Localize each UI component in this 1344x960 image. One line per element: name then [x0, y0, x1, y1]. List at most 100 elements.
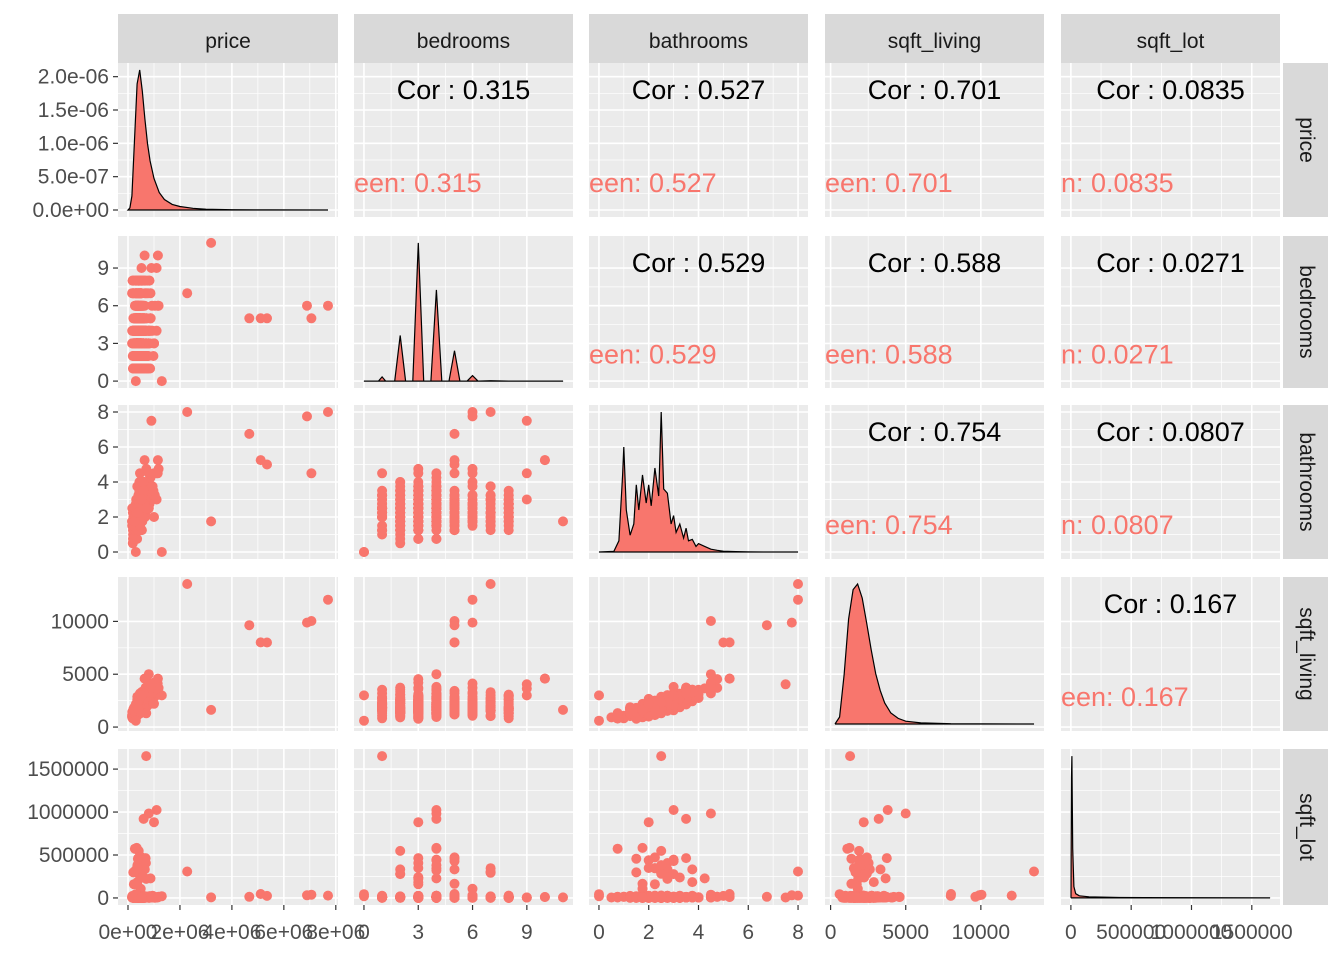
scatter-point: [521, 415, 532, 426]
scatter-point: [467, 411, 478, 422]
scatter-point: [149, 512, 159, 522]
scatter-point: [503, 512, 514, 522]
panel-bedrooms-bedrooms: [354, 236, 573, 388]
scatter-point: [467, 594, 478, 605]
scatter-point: [206, 516, 217, 527]
scatter-point: [146, 892, 157, 903]
scatter-point: [539, 892, 550, 902]
scatter-point: [449, 468, 460, 479]
panel-bathrooms-bathrooms: [589, 405, 808, 559]
scatter-point: [377, 525, 388, 536]
scatter-point: [139, 455, 150, 466]
scatter-point: [143, 669, 154, 680]
panel-sqft_lot-bathrooms: [589, 749, 808, 905]
scatter-point: [643, 698, 654, 709]
panel-sqft_living-price: [118, 577, 338, 731]
correlation-label: Cor : 0.0271: [1096, 248, 1245, 278]
scatter-point: [141, 708, 152, 719]
scatter-point: [152, 250, 163, 261]
panel-content: [363, 242, 564, 382]
strip-bathrooms: [589, 14, 808, 63]
strip-sqft_lot: [1061, 14, 1280, 63]
strip-bedrooms: [354, 14, 573, 63]
panel-bg: [354, 577, 573, 731]
scatter-point: [377, 693, 388, 704]
scatter-point: [521, 892, 532, 903]
panel-content: [594, 751, 803, 903]
scatter-point: [139, 275, 150, 286]
scatter-point: [431, 468, 442, 479]
scatter-point: [359, 690, 369, 701]
scatter-point: [149, 817, 159, 828]
scatter-point: [467, 498, 478, 509]
scatter-point: [129, 516, 140, 527]
panel-sqft_living-sqft_living: [825, 577, 1044, 731]
scatter-point: [449, 891, 460, 902]
scatter-point: [131, 842, 142, 853]
scatter-point: [139, 250, 150, 261]
scatter-point: [413, 872, 424, 883]
scatter-point: [138, 813, 149, 824]
scatter-point: [395, 868, 406, 879]
scatter-point: [255, 313, 266, 324]
row-strip-label-bathrooms: bathrooms: [1295, 432, 1318, 531]
scatter-point: [156, 547, 167, 557]
scatter-point: [133, 313, 144, 324]
scatter-point: [244, 313, 255, 324]
scatter-point: [182, 866, 193, 877]
panel-bg: [118, 236, 338, 388]
scatter-point: [156, 376, 167, 387]
scatter-point: [149, 338, 159, 349]
scatter-point: [485, 579, 496, 589]
panel-sqft_living-bedrooms: [354, 577, 573, 731]
row-strip-bedrooms: [1283, 236, 1328, 388]
density-sqft_living: [834, 582, 1035, 725]
scatter-point: [141, 363, 152, 374]
scatter-point: [431, 697, 442, 708]
scatter-point: [255, 637, 266, 648]
scatter-point: [503, 891, 514, 902]
scatter-point: [485, 516, 496, 527]
scatter-point: [146, 415, 157, 426]
scatter-point: [413, 533, 424, 544]
scatter-point: [132, 533, 143, 544]
scatter-point: [431, 891, 442, 902]
panel-bg: [1061, 236, 1280, 388]
scatter-point: [323, 594, 333, 605]
scatter-point: [149, 698, 159, 709]
correlation-label: Cor : 0.0807: [1096, 417, 1245, 447]
group-correlation-label: een: 0.527: [589, 168, 717, 198]
scatter-point: [449, 703, 460, 714]
scatter-point: [206, 704, 217, 715]
panel-content: [126, 69, 329, 211]
scatter-point: [485, 697, 496, 708]
scatter-point: [485, 498, 496, 509]
scatter-point: [431, 507, 442, 518]
density-bedrooms: [363, 242, 564, 382]
scatter-point: [255, 889, 266, 899]
scatter-point: [145, 873, 156, 884]
scatter-point: [148, 351, 159, 361]
scatter-point: [323, 407, 333, 417]
scatter-point: [793, 579, 803, 589]
scatter-point: [182, 288, 193, 299]
scatter-point: [133, 703, 144, 714]
scatter-point: [413, 468, 424, 479]
scatter-point: [705, 616, 716, 626]
scatter-point: [668, 681, 679, 692]
correlation-label: Cor : 0.167: [1104, 589, 1238, 619]
scatter-point: [467, 490, 478, 501]
scatter-point: [503, 694, 514, 705]
scatter-point: [724, 673, 735, 684]
scatter-point: [182, 407, 193, 417]
scatter-point: [449, 490, 460, 501]
panel-content: [359, 579, 568, 726]
scatter-point: [141, 751, 152, 762]
strip-label-bedrooms: bedrooms: [417, 30, 510, 53]
scatter-point: [359, 547, 369, 557]
panel-bg: [1061, 577, 1280, 731]
